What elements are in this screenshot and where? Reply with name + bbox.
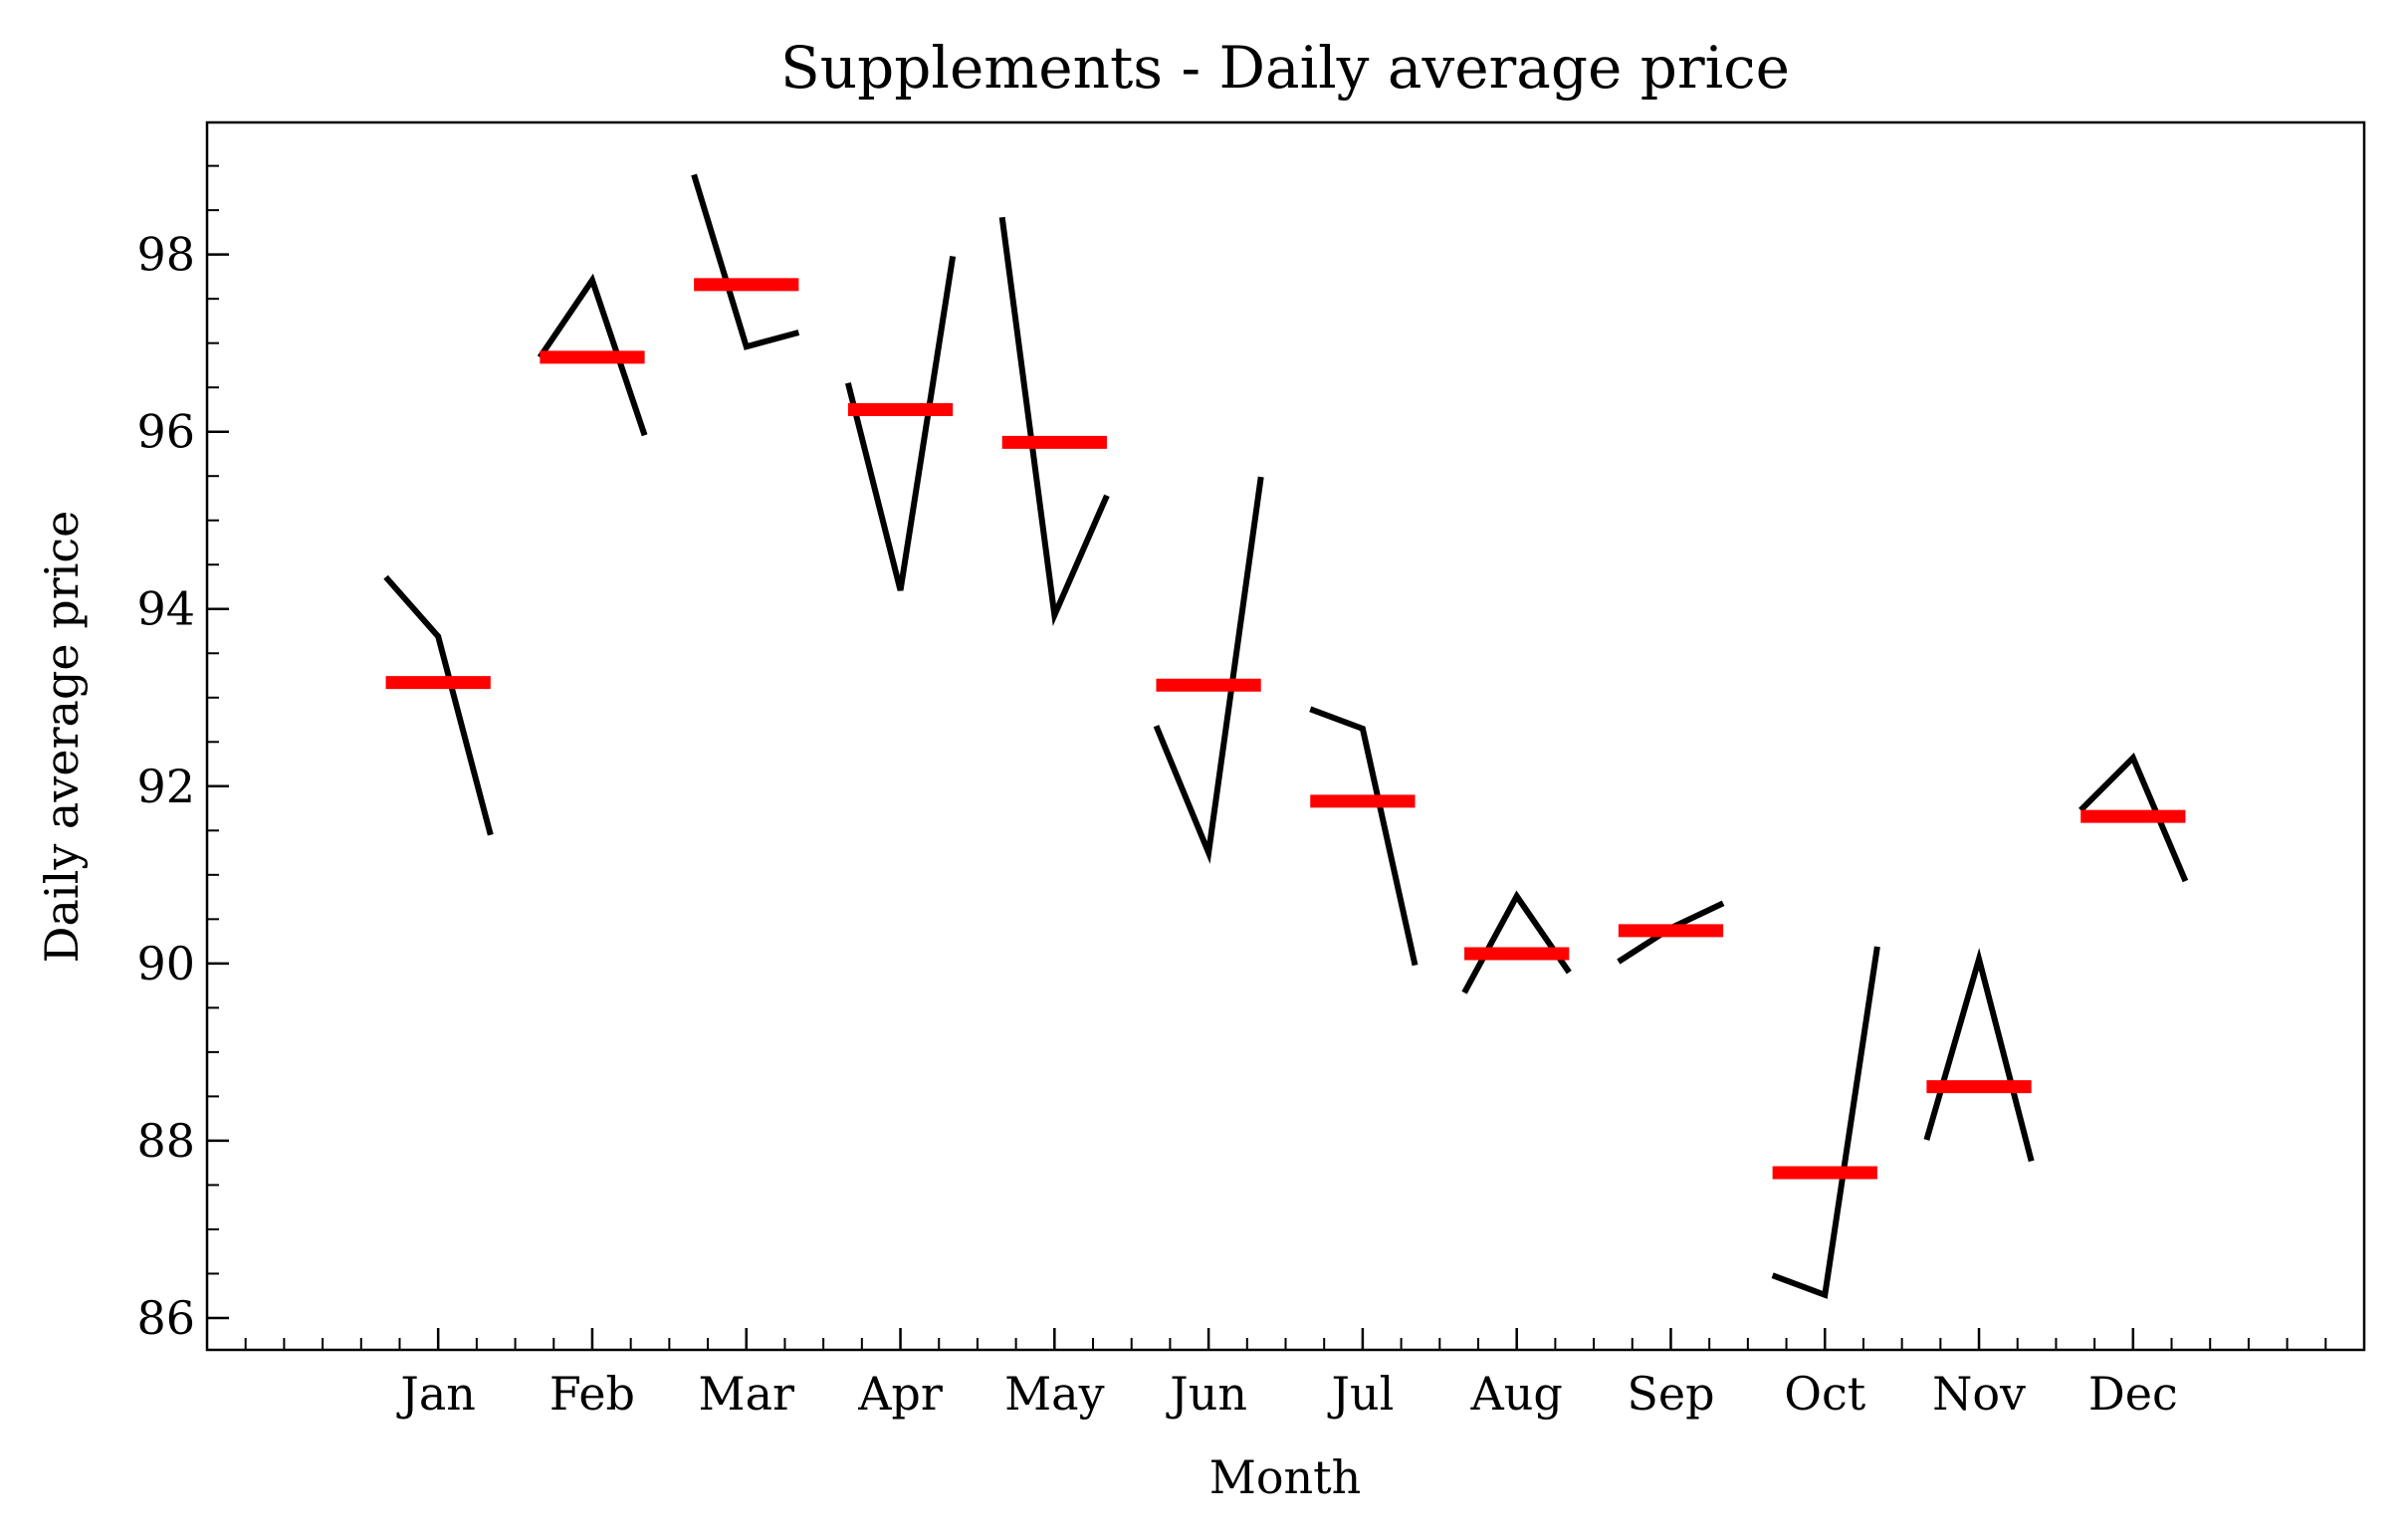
x-tick-label: Jan <box>396 1367 476 1421</box>
month-line <box>1923 948 2035 1163</box>
x-tick-label: May <box>1004 1367 1105 1421</box>
month-line <box>1461 890 1572 994</box>
month-line <box>383 574 494 836</box>
x-tick-label: Jul <box>1328 1367 1395 1421</box>
month-line <box>844 255 957 591</box>
x-tick-label: Nov <box>1932 1367 2026 1421</box>
chart-title: Supplements - Daily average price <box>780 34 1790 102</box>
month-line <box>691 173 800 350</box>
month-line <box>1771 946 1880 1299</box>
y-tick-label: 96 <box>136 405 195 459</box>
x-tick-label: Oct <box>1784 1367 1865 1421</box>
y-tick-label: 98 <box>136 228 195 282</box>
x-tick-label: Sep <box>1627 1367 1714 1421</box>
x-tick-label: Apr <box>857 1367 943 1421</box>
y-axis-label: Daily average price <box>35 511 89 964</box>
y-tick-label: 88 <box>136 1114 195 1168</box>
y-tick-label: 92 <box>136 760 195 813</box>
y-tick-label: 86 <box>136 1291 195 1345</box>
month-line <box>537 273 648 437</box>
plot-frame <box>205 120 2366 1352</box>
x-tick-label: Feb <box>549 1367 635 1421</box>
x-tick-label: Jun <box>1166 1367 1247 1421</box>
month-line <box>998 216 1110 627</box>
month-line <box>2078 753 2189 883</box>
x-tick-label: Dec <box>2088 1367 2178 1421</box>
month-line <box>1153 476 1264 864</box>
month-line <box>1309 706 1419 967</box>
y-tick-label: 94 <box>136 582 195 636</box>
y-tick-label: 90 <box>136 937 195 990</box>
x-tick-label: Aug <box>1470 1367 1563 1421</box>
x-axis-label: Month <box>1209 1450 1362 1504</box>
x-tick-label: Mar <box>698 1367 794 1421</box>
